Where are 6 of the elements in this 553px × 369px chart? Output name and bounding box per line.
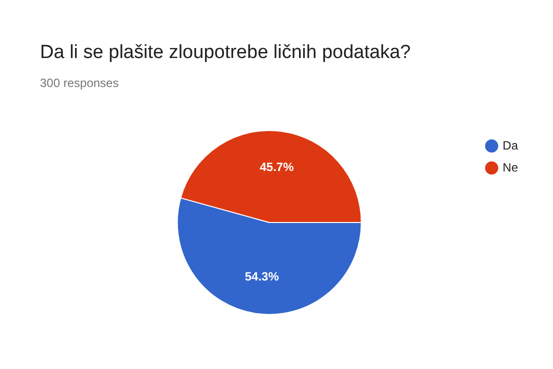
data-label: 54.3% <box>244 270 280 284</box>
legend-label: Ne <box>502 160 518 174</box>
legend-label: Da <box>502 138 518 152</box>
text: 300 responses <box>40 76 119 90</box>
chart-title: Da li se plašite zloupotrebe ličnih podataka? <box>40 42 411 64</box>
data-label: 45.7% <box>260 160 294 174</box>
